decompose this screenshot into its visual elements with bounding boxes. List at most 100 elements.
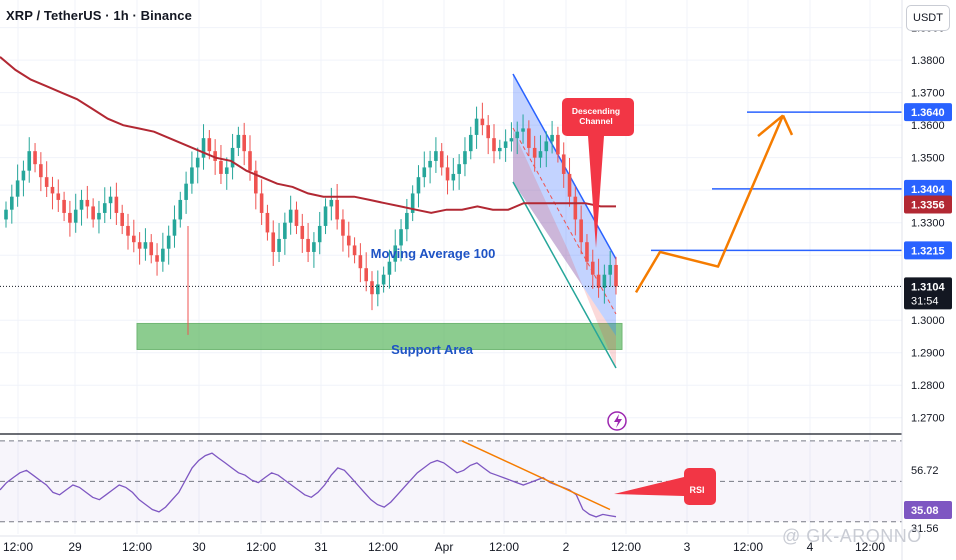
candle-body bbox=[85, 199, 90, 207]
time-tick-label: 31 bbox=[314, 540, 328, 554]
candle-body bbox=[172, 219, 177, 236]
candle-body bbox=[451, 173, 456, 181]
candle-body bbox=[468, 134, 473, 152]
time-tick-label: 12:00 bbox=[855, 540, 885, 554]
candle-body bbox=[503, 141, 508, 148]
candle-body bbox=[79, 199, 84, 210]
price-tick-label: 1.2700 bbox=[911, 413, 945, 425]
time-tick-label: 29 bbox=[68, 540, 82, 554]
support-area-label: Support Area bbox=[391, 342, 474, 357]
candle-body bbox=[312, 242, 316, 252]
candle-body bbox=[364, 268, 368, 282]
candle-body bbox=[376, 284, 380, 295]
candle-body bbox=[236, 134, 241, 148]
price-tick-label: 1.3300 bbox=[911, 218, 945, 230]
last-price-badge bbox=[904, 277, 952, 310]
candle-body bbox=[596, 274, 601, 288]
channel-upper-fill bbox=[513, 74, 616, 336]
level-label: 1.3356 bbox=[911, 199, 945, 211]
grid bbox=[0, 0, 902, 534]
candle-body bbox=[15, 180, 20, 197]
projection-arrowhead bbox=[757, 114, 784, 138]
price-tick-label: 1.3000 bbox=[911, 315, 945, 327]
level-label: 1.3215 bbox=[911, 245, 945, 257]
candle-body bbox=[219, 160, 223, 174]
price-tick-label: 1.2800 bbox=[911, 380, 945, 392]
candle-body bbox=[242, 134, 246, 152]
candle-body bbox=[21, 170, 26, 181]
level-label: 1.3404 bbox=[911, 184, 946, 196]
time-tick-label: 4 bbox=[807, 540, 814, 554]
rsi-line bbox=[0, 452, 617, 518]
price-tick-label: 1.3800 bbox=[911, 55, 945, 67]
level-label: 1.3640 bbox=[911, 107, 945, 119]
candle-body bbox=[10, 196, 14, 210]
candle-body bbox=[602, 274, 607, 288]
price-tick-label: 1.3700 bbox=[911, 88, 945, 100]
candle-body bbox=[457, 164, 461, 174]
candle-body bbox=[509, 138, 514, 142]
watermark-text: @ GK-ARONNO bbox=[782, 526, 922, 546]
candle-body bbox=[416, 177, 421, 194]
candle-body bbox=[352, 245, 357, 256]
candle-body bbox=[515, 131, 520, 139]
candle-body bbox=[550, 134, 554, 142]
currency-button[interactable]: USDT bbox=[906, 5, 950, 31]
descending-channel-callout bbox=[562, 98, 634, 248]
candle-body bbox=[410, 193, 415, 213]
candle-body bbox=[178, 199, 183, 220]
candle-body bbox=[277, 238, 281, 252]
time-tick-label: 12:00 bbox=[246, 540, 276, 554]
candle-body bbox=[393, 245, 398, 262]
candle-body bbox=[50, 186, 55, 194]
candle-body bbox=[155, 255, 159, 262]
candle-body bbox=[399, 229, 403, 246]
candle-body bbox=[68, 212, 72, 223]
candle-body bbox=[585, 242, 589, 262]
projection-path bbox=[634, 114, 785, 294]
candle-body bbox=[288, 209, 293, 223]
candle-body bbox=[62, 199, 66, 213]
projection-arrow bbox=[634, 114, 794, 294]
candle-body bbox=[445, 167, 450, 181]
descending-channel-label: Descending bbox=[572, 106, 620, 116]
candle-body bbox=[335, 199, 339, 220]
candle-body bbox=[114, 196, 119, 213]
rsi-trendline bbox=[461, 440, 611, 511]
descending-channel bbox=[512, 73, 617, 369]
candle-body bbox=[341, 219, 345, 236]
channel-lower-fill bbox=[513, 130, 616, 368]
price-tick-label: 1.3500 bbox=[911, 153, 945, 165]
candles bbox=[4, 102, 618, 335]
lightning-icon-bolt bbox=[614, 414, 622, 428]
support-area bbox=[136, 322, 623, 350]
moving-average-label: Moving Average 100 bbox=[371, 246, 496, 261]
candle-body bbox=[201, 138, 206, 158]
candle-body bbox=[422, 167, 427, 178]
candle-body bbox=[294, 209, 299, 226]
rsi-value-label: 56.72 bbox=[911, 465, 939, 477]
candle-body bbox=[56, 193, 61, 200]
candle-body bbox=[538, 151, 543, 158]
candle-body bbox=[4, 209, 8, 220]
candle-body bbox=[486, 125, 490, 139]
candle-body bbox=[213, 151, 217, 161]
candle-body bbox=[498, 147, 502, 152]
candle-body bbox=[91, 206, 95, 220]
candle-body bbox=[190, 167, 194, 184]
rsi-value-badge bbox=[904, 461, 952, 479]
candle-body bbox=[283, 222, 287, 239]
candle-body bbox=[27, 151, 32, 171]
time-tick-label: 3 bbox=[684, 540, 691, 554]
candle-body bbox=[346, 235, 351, 246]
candle-body bbox=[300, 225, 305, 239]
time-tick-label: 12:00 bbox=[489, 540, 519, 554]
candle-body bbox=[137, 242, 142, 249]
time-tick-label: 2 bbox=[563, 540, 570, 554]
horizontal-levels bbox=[0, 111, 902, 287]
candle-body bbox=[132, 235, 136, 243]
candle-body bbox=[405, 212, 409, 230]
candle-body bbox=[474, 118, 479, 135]
support-area-box bbox=[136, 322, 623, 350]
